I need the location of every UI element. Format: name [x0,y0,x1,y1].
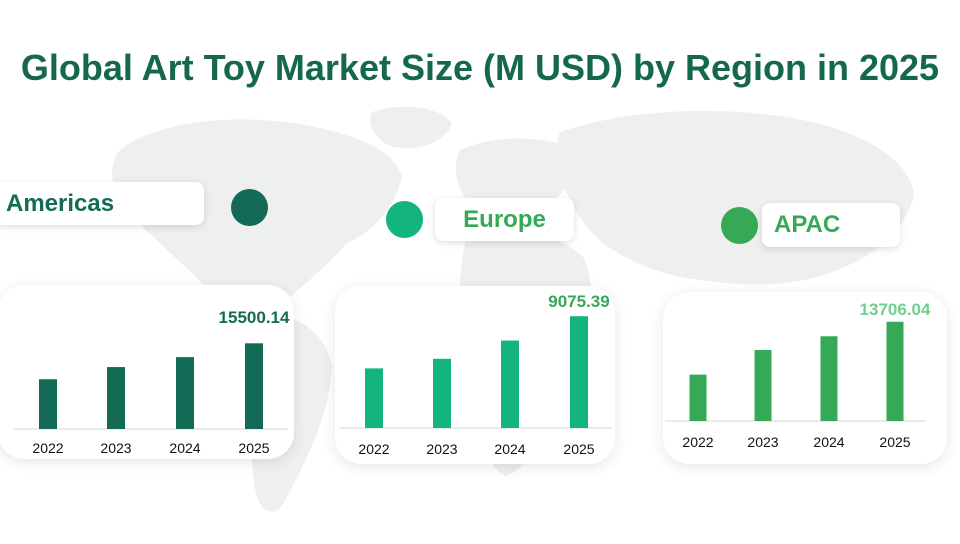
region-dot-apac [721,207,758,244]
x-tick-label-apac-2025: 2025 [879,434,910,450]
x-tick-label-apac-2023: 2023 [747,434,778,450]
x-tick-label-americas-2023: 2023 [100,440,131,456]
x-tick-label-apac-2024: 2024 [813,434,844,450]
data-label-europe-2025: 9075.39 [548,292,609,311]
page-title: Global Art Toy Market Size (M USD) by Re… [20,47,940,88]
bar-americas-2024 [176,357,194,429]
greenland-shape [370,106,452,148]
x-tick-label-americas-2024: 2024 [169,440,200,456]
x-tick-label-americas-2025: 2025 [238,440,269,456]
region-label-americas-text: Americas [6,189,115,217]
region-label-apac-text: APAC [774,211,841,238]
region-label-europe: Europe [435,198,574,241]
bar-americas-2023 [107,367,125,429]
bar-apac-2025 [886,321,904,421]
x-tick-label-apac-2022: 2022 [682,434,713,450]
bar-europe-2023 [433,358,451,428]
bar-europe-2024 [501,340,519,428]
region-dot-europe [386,201,423,238]
bar-americas-2022 [39,379,57,429]
data-label-americas-2025: 15500.14 [219,308,290,327]
region-label-apac: APAC [762,203,900,247]
x-tick-label-europe-2022: 2022 [358,441,389,457]
data-label-apac-2025: 13706.04 [860,300,931,319]
x-tick-label-europe-2025: 2025 [563,441,594,457]
bar-apac-2024 [820,336,838,421]
bar-apac-2022 [689,374,707,421]
x-tick-label-europe-2024: 2024 [494,441,525,457]
bar-americas-2025 [245,343,263,429]
region-dot-americas [231,189,268,226]
bar-europe-2025 [570,316,588,428]
europe-shape [455,138,575,218]
x-tick-label-europe-2023: 2023 [426,441,457,457]
x-tick-label-americas-2022: 2022 [32,440,63,456]
region-label-americas: Americas [0,182,204,225]
bar-europe-2022 [365,368,383,428]
bar-apac-2023 [754,350,772,421]
region-label-europe-text: Europe [463,205,546,233]
